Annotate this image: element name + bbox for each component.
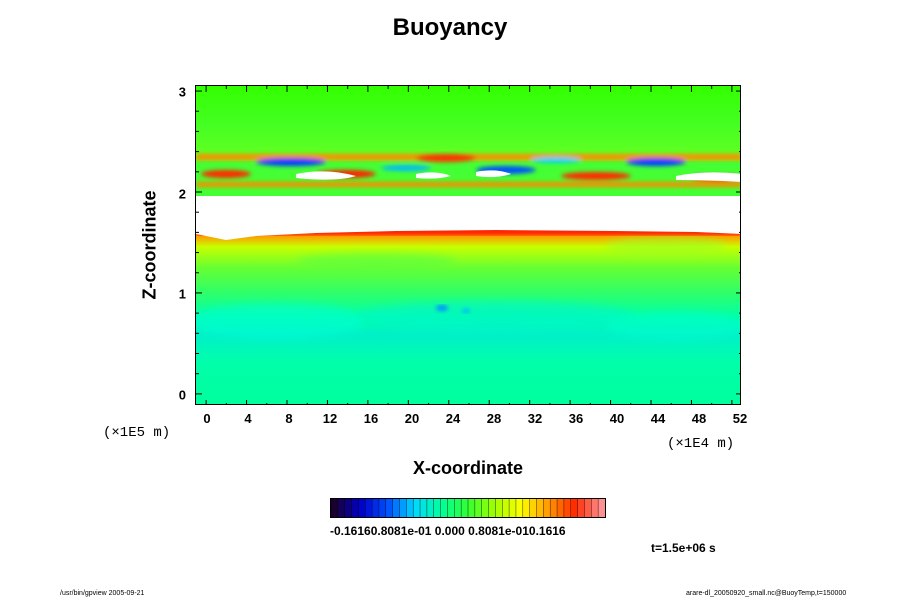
colorbar-cell	[481, 499, 490, 517]
y-tick-label: 1	[178, 286, 186, 302]
colorbar-cell	[536, 499, 544, 517]
x-tick-label: 28	[486, 411, 502, 426]
z-unit-label: (×1E5 m)	[103, 425, 171, 441]
colorbar-labels: -0.16160.8081e-01 0.000 0.8081e-010.1616	[330, 524, 566, 538]
colorbar-cell	[433, 499, 442, 517]
colorbar-cell	[570, 499, 579, 517]
x-tick-label: 20	[404, 411, 420, 426]
colorbar-cell	[447, 499, 455, 517]
colorbar-cell	[337, 499, 346, 517]
colorbar-cell	[426, 499, 435, 517]
x-axis-label: X-coordinate	[412, 458, 523, 478]
colorbar-label: 0.8081e-01	[370, 524, 432, 538]
colorbar-label: 0.8081e-01	[468, 524, 529, 538]
x-tick-label: 44	[650, 411, 666, 426]
y-tick-label: 0	[178, 387, 186, 403]
x-tick-label: 8	[285, 411, 293, 426]
colorbar-cell	[563, 499, 572, 517]
colorbar	[330, 498, 606, 518]
chart-title: Buoyancy	[392, 14, 508, 41]
x-tick-label: 4	[244, 411, 252, 426]
x-tick-label: 52	[732, 411, 748, 426]
colorbar-cell	[331, 499, 339, 517]
colorbar-cell	[584, 499, 592, 517]
y-tick-label: 3	[178, 84, 186, 100]
footer-source: arare-dl_20050920_small.nc@BuoyTemp,t=15…	[686, 590, 847, 597]
colorbar-cell	[502, 499, 510, 517]
colorbar-cell	[365, 499, 373, 517]
x-tick-label: 0	[203, 411, 211, 426]
colorbar-cell	[468, 499, 476, 517]
colorbar-cell	[420, 499, 428, 517]
x-tick-label: 48	[691, 411, 707, 426]
colorbar-cell	[344, 499, 353, 517]
x-unit-label: (×1E4 m)	[667, 436, 735, 452]
colorbar-cell	[550, 499, 558, 517]
x-tick-label: 40	[609, 411, 625, 426]
colorbar-cell	[406, 499, 414, 517]
colorbar-cell	[358, 499, 366, 517]
colorbar-cell	[515, 499, 524, 517]
colorbar-label: 0.000	[434, 524, 465, 538]
x-tick-label: 12	[322, 411, 338, 426]
colorbar-cell	[495, 499, 503, 517]
time-annotation: t=1.5e+06 s	[651, 541, 716, 555]
colorbar-cell	[488, 499, 496, 517]
colorbar-svg	[330, 499, 606, 517]
colorbar-cell	[399, 499, 407, 517]
colorbar-cell	[591, 499, 599, 517]
colorbar-cell	[440, 499, 448, 517]
colorbar-cell	[392, 499, 400, 517]
x-tick-label: 36	[568, 411, 584, 426]
colorbar-cell	[351, 499, 359, 517]
x-tick-label: 16	[363, 411, 379, 426]
colorbar-cell	[413, 499, 421, 517]
heatmap-svg	[196, 86, 740, 404]
colorbar-cell	[509, 499, 517, 517]
colorbar-label: 0.1616	[528, 524, 566, 538]
colorbar-label: -0.1616	[330, 524, 371, 538]
colorbar-cell	[372, 499, 380, 517]
colorbar-cell	[598, 499, 606, 517]
colorbar-cell	[557, 499, 565, 517]
footer-command: /usr/bin/gpview 2005-09-21	[60, 590, 145, 597]
colorbar-cell	[461, 499, 469, 517]
colorbar-cell	[577, 499, 585, 517]
colorbar-cell	[474, 499, 483, 517]
colorbar-cell	[522, 499, 531, 517]
colorbar-cell	[543, 499, 551, 517]
heatmap-plot	[195, 85, 741, 405]
x-tick-label: 32	[527, 411, 543, 426]
colorbar-cell	[529, 499, 537, 517]
y-tick-label: 2	[178, 186, 186, 202]
x-tick-label: 24	[445, 411, 461, 426]
colorbar-cell	[385, 499, 394, 517]
y-axis-label-text: Z-coordinate	[139, 190, 160, 300]
colorbar-cell	[378, 499, 387, 517]
colorbar-cell	[454, 499, 462, 517]
